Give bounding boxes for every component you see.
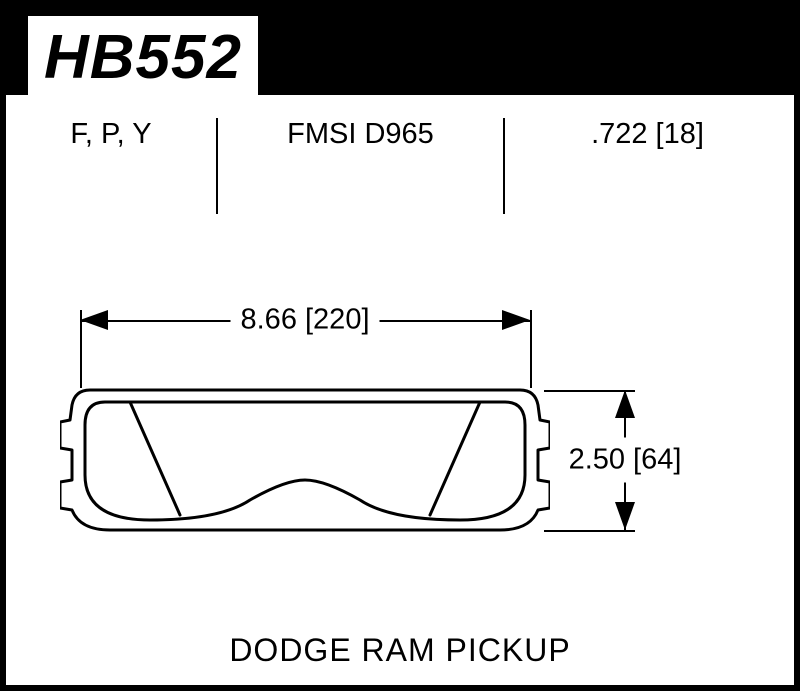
pad-chamfer-left xyxy=(130,402,180,515)
height-ext-bottom xyxy=(544,530,635,532)
part-number: HB552 xyxy=(28,16,258,95)
brake-pad-outline xyxy=(60,380,550,540)
spec-row: F, P, Y FMSI D965 .722 [18] xyxy=(6,118,794,214)
width-dimension: 8.66 [220] xyxy=(80,300,530,340)
spec-compounds: F, P, Y xyxy=(6,118,216,151)
spec-thickness: .722 [18] xyxy=(505,118,790,151)
spec-fmsi: FMSI D965 xyxy=(218,118,503,151)
vehicle-label: DODGE RAM PICKUP xyxy=(0,632,800,669)
brake-pad-diagram: 8.66 [220] 2.50 [64] xyxy=(60,300,740,580)
width-arrow-right-icon xyxy=(502,310,530,330)
pad-chamfer-right xyxy=(430,402,480,515)
frame-border-bottom xyxy=(0,685,800,691)
height-ext-top xyxy=(544,390,635,392)
width-arrow-left-icon xyxy=(80,310,108,330)
height-dimension: 2.50 [64] xyxy=(605,390,645,530)
height-dim-label: 2.50 [64] xyxy=(565,438,686,483)
height-arrow-down-icon xyxy=(615,502,635,530)
width-ext-right xyxy=(530,310,532,388)
height-arrow-up-icon xyxy=(615,390,635,418)
width-dim-label: 8.66 [220] xyxy=(231,304,380,337)
width-ext-left xyxy=(80,310,82,388)
frame-border-right xyxy=(794,95,800,691)
pad-friction-material xyxy=(85,402,525,520)
